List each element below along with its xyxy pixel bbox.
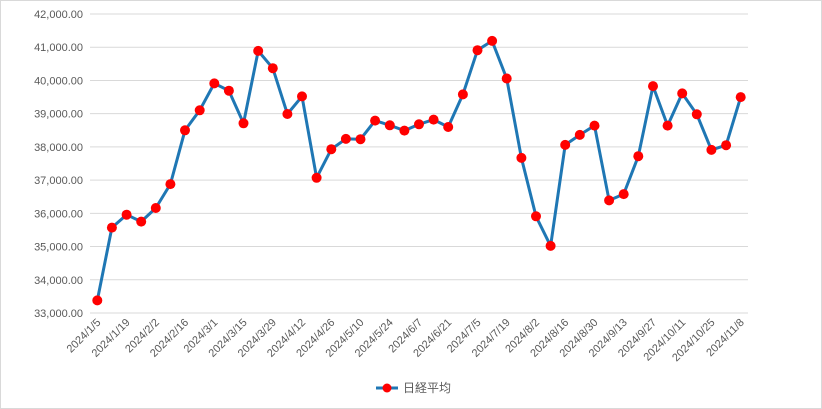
data-point bbox=[604, 195, 615, 206]
data-point bbox=[414, 119, 424, 130]
data-point bbox=[735, 92, 746, 103]
data-point bbox=[428, 114, 439, 125]
data-point bbox=[297, 91, 307, 102]
data-point bbox=[355, 134, 366, 145]
data-point bbox=[311, 172, 322, 183]
data-point bbox=[223, 85, 234, 96]
data-point bbox=[691, 109, 702, 120]
data-point bbox=[209, 78, 220, 89]
data-point bbox=[282, 109, 293, 119]
data-point bbox=[180, 125, 190, 136]
x-axis-tick-labels: 2024/1/52024/1/192024/2/22024/2/162024/3… bbox=[65, 317, 747, 364]
y-tick-label: 41,000.00 bbox=[34, 42, 83, 54]
data-point bbox=[253, 45, 264, 56]
data-point bbox=[706, 144, 717, 155]
data-point bbox=[384, 120, 395, 131]
y-tick-label: 42,000.00 bbox=[34, 9, 83, 21]
data-point bbox=[399, 125, 410, 136]
data-point bbox=[574, 129, 585, 140]
data-point bbox=[545, 240, 556, 251]
y-tick-label: 35,000.00 bbox=[34, 242, 83, 254]
y-tick-label: 37,000.00 bbox=[34, 175, 83, 187]
legend-point-marker bbox=[382, 383, 392, 393]
data-point bbox=[677, 88, 688, 99]
data-point bbox=[194, 105, 205, 116]
y-tick-label: 40,000.00 bbox=[34, 75, 83, 87]
data-point bbox=[516, 152, 527, 163]
data-point bbox=[560, 139, 571, 150]
data-point bbox=[662, 120, 673, 131]
y-tick-label: 36,000.00 bbox=[34, 208, 83, 220]
data-point bbox=[443, 122, 454, 132]
data-point bbox=[238, 118, 249, 129]
data-point bbox=[106, 222, 117, 233]
data-point bbox=[589, 120, 600, 131]
data-point bbox=[267, 63, 278, 74]
data-point bbox=[326, 144, 337, 155]
data-point bbox=[648, 81, 658, 92]
y-axis-tick-labels: 33,000.00 34,000.00 35,000.00 36,000.00 37,0… bbox=[34, 9, 83, 320]
y-tick-label: 39,000.00 bbox=[34, 109, 83, 121]
data-point bbox=[501, 73, 512, 84]
data-point bbox=[457, 89, 468, 100]
data-point bbox=[92, 295, 103, 306]
series-line bbox=[95, 39, 743, 301]
y-tick-label: 33,000.00 bbox=[34, 308, 83, 320]
legend: 日経平均 bbox=[376, 381, 451, 395]
data-point bbox=[121, 209, 132, 220]
data-point bbox=[487, 35, 498, 46]
data-point bbox=[370, 115, 381, 126]
y-tick-label: 34,000.00 bbox=[34, 275, 83, 287]
data-point bbox=[472, 45, 483, 56]
data-point bbox=[340, 133, 351, 144]
data-point bbox=[165, 179, 176, 190]
data-point bbox=[618, 189, 629, 200]
gridlines bbox=[90, 13, 748, 314]
data-point bbox=[150, 203, 161, 213]
data-point bbox=[136, 216, 147, 227]
data-point bbox=[721, 140, 732, 151]
series-nikkei-average bbox=[92, 35, 746, 306]
legend-label: 日経平均 bbox=[403, 381, 451, 395]
data-point bbox=[531, 211, 541, 222]
data-point bbox=[633, 151, 644, 162]
y-tick-label: 38,000.00 bbox=[34, 142, 83, 154]
